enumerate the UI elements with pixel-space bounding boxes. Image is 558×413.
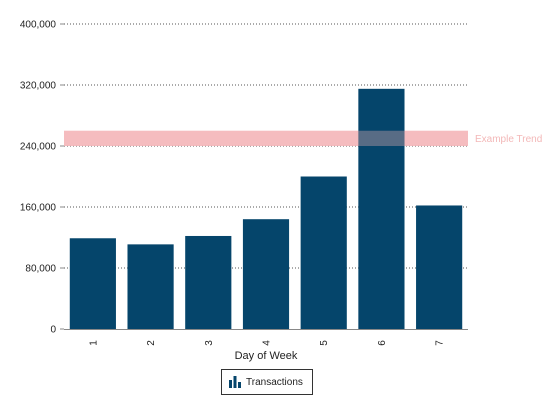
legend[interactable]: Transactions [221, 369, 313, 395]
bar[interactable] [185, 235, 232, 329]
trend-band-overlay [64, 130, 468, 146]
bar[interactable] [358, 88, 405, 329]
bar[interactable] [300, 176, 347, 330]
bar[interactable] [242, 219, 290, 329]
x-tick-labels: 1 2 3 4 5 6 7 [88, 340, 445, 346]
bar[interactable] [69, 238, 116, 329]
x-axis-title: Day of Week [235, 350, 298, 362]
x-tick-label: 2 [146, 340, 157, 346]
trend-band-label: Example Trend [475, 134, 542, 145]
bars [64, 88, 468, 330]
bar[interactable] [127, 244, 174, 329]
legend-label: Transactions [246, 376, 303, 388]
x-tick-label: 5 [319, 340, 330, 346]
bar[interactable] [416, 205, 463, 329]
y-tick-labels: 0 80,000 160,000 240,000 320,000 400,000 [20, 20, 57, 336]
y-tick-label: 0 [50, 325, 56, 336]
y-tick-label: 400,000 [20, 20, 57, 31]
y-tick-label: 320,000 [20, 81, 57, 92]
x-tick-label: 1 [88, 340, 99, 346]
x-tick-label: 3 [204, 340, 215, 346]
x-tick-label: 4 [262, 340, 273, 346]
y-tick-label: 240,000 [20, 142, 57, 153]
x-tick-label: 6 [377, 340, 388, 346]
y-tick-label: 80,000 [25, 264, 56, 275]
x-tick-label: 7 [435, 340, 446, 346]
bar-chart-icon [229, 376, 241, 388]
axes [60, 23, 468, 330]
y-tick-label: 160,000 [20, 203, 57, 214]
